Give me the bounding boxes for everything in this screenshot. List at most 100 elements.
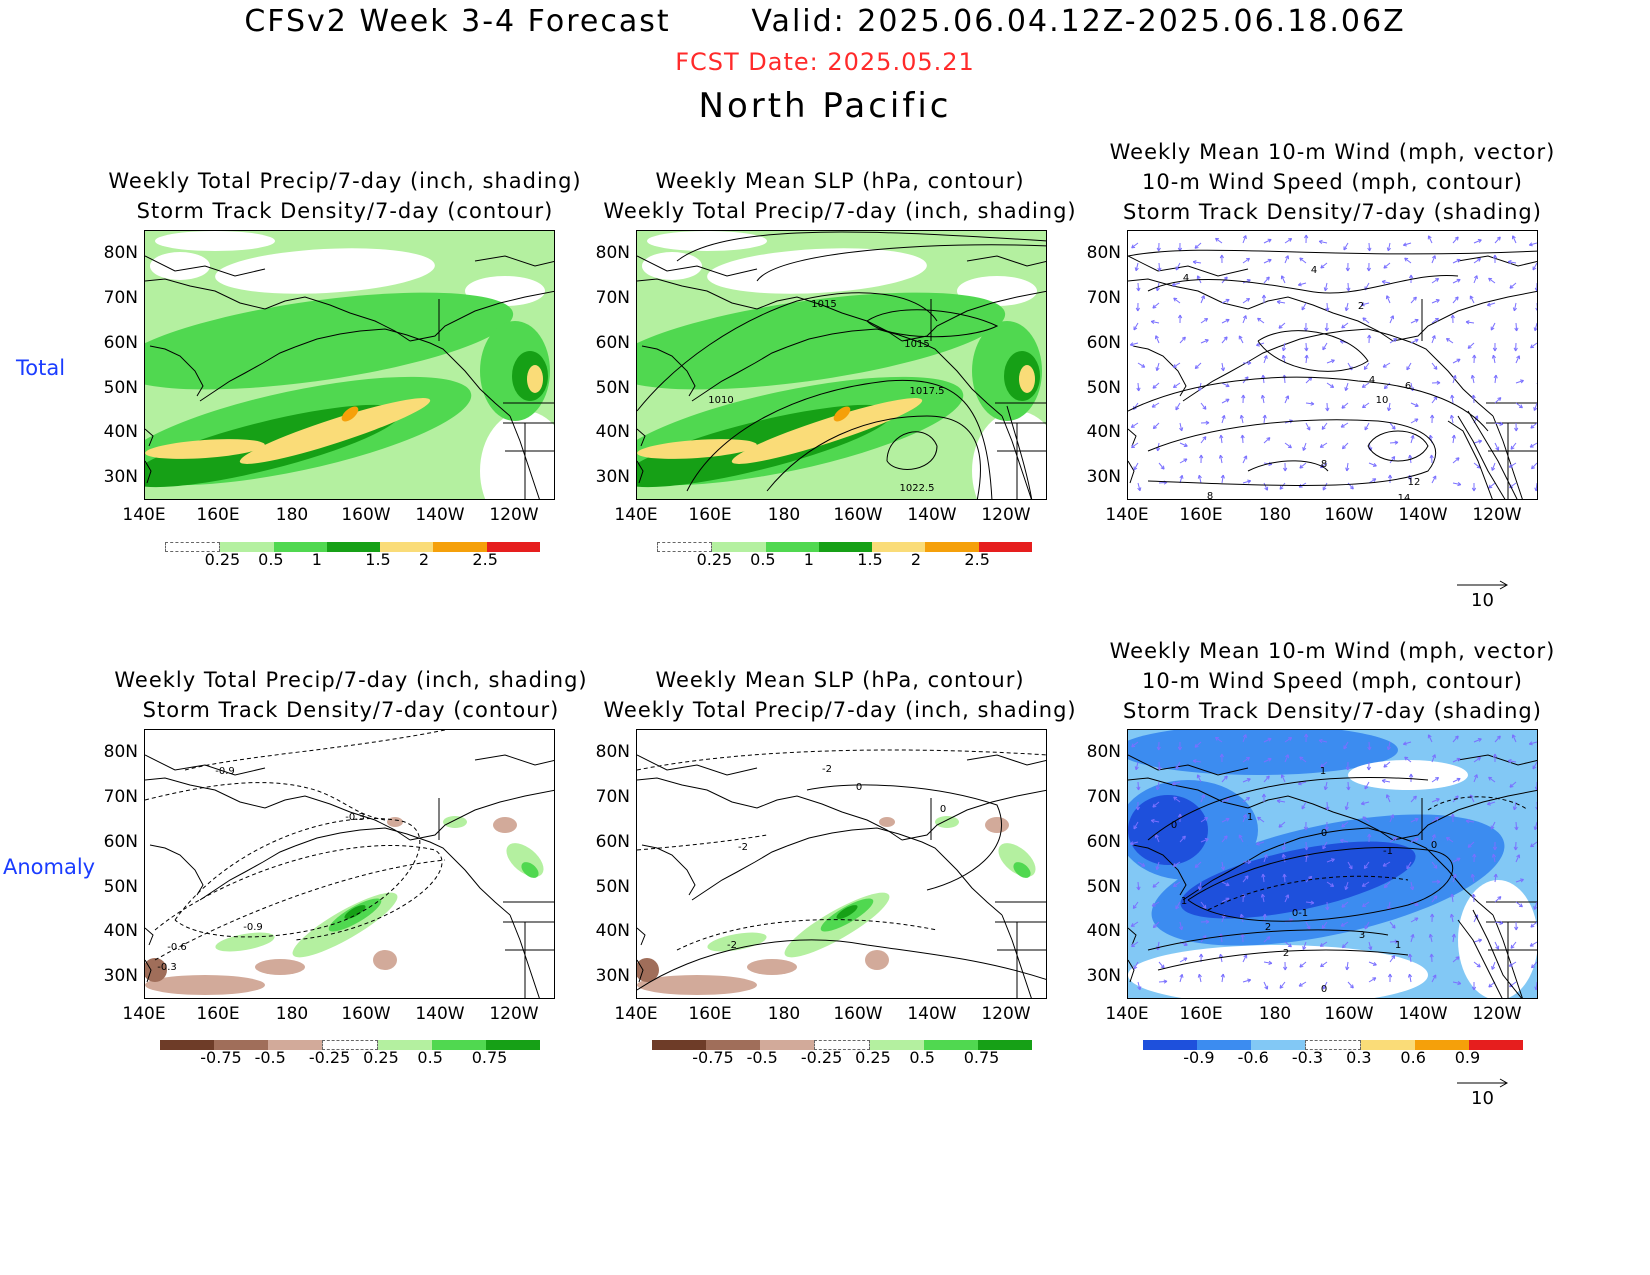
coastline bbox=[145, 255, 554, 499]
latitude-label: 50N bbox=[1086, 877, 1121, 897]
colorbar-swatch bbox=[1197, 1040, 1251, 1050]
colorbar-swatch bbox=[380, 542, 434, 552]
wind-anom-label: 1 bbox=[1320, 766, 1326, 777]
colorbar-swatch bbox=[1469, 1040, 1523, 1050]
latitude-label: 60N bbox=[1086, 333, 1121, 353]
longitude-label: 180 bbox=[275, 1004, 309, 1024]
latitude-label: 30N bbox=[1086, 467, 1121, 487]
shade-tan bbox=[637, 975, 757, 995]
slp-label: 1017.5 bbox=[910, 386, 945, 397]
colorbar-label: 0.5 bbox=[258, 550, 284, 569]
longitude-label: 140E bbox=[1105, 505, 1149, 525]
slp-anom-label: 0 bbox=[856, 782, 862, 793]
shade-light-green bbox=[215, 932, 275, 952]
latitude-label: 70N bbox=[103, 288, 138, 308]
colorbar-swatch bbox=[326, 542, 381, 552]
colorbar-swatch bbox=[765, 542, 819, 552]
colorbar-label: 2 bbox=[910, 550, 922, 569]
colorbar-label: 0.5 bbox=[750, 550, 776, 569]
longitude-label: 180 bbox=[767, 505, 801, 525]
shade-tan bbox=[255, 959, 305, 975]
shade-white bbox=[1348, 760, 1468, 790]
slp-label: 1015 bbox=[811, 299, 836, 310]
colorbar-total-precip-2 bbox=[657, 542, 1032, 552]
longitude-label: 140W bbox=[907, 1004, 957, 1024]
slp-label: 1022.5 bbox=[900, 483, 935, 494]
colorbar-swatch bbox=[818, 542, 873, 552]
panel-title-anom-precip: Weekly Total Precip/7-day (inch, shading… bbox=[114, 668, 588, 722]
wind-anom-label: -1 bbox=[1383, 846, 1393, 857]
latitude-label: 80N bbox=[1086, 742, 1121, 762]
colorbar-label: 0.75 bbox=[963, 1048, 1000, 1067]
longitude-label: 160E bbox=[1179, 1004, 1223, 1024]
colorbar-swatch bbox=[165, 542, 221, 552]
panel-title-total-precip: Weekly Total Precip/7-day (inch, shading… bbox=[108, 169, 582, 223]
contour-line bbox=[1187, 846, 1454, 922]
wind-anom-label: 0 bbox=[1171, 820, 1177, 831]
panel-title-total-slp: Weekly Mean SLP (hPa, contour) Weekly To… bbox=[603, 169, 1077, 223]
longitude-label: 120W bbox=[981, 1004, 1031, 1024]
wind-anom-label: 0 bbox=[1321, 828, 1327, 839]
shade-yellow bbox=[731, 398, 923, 464]
shade-tan bbox=[865, 950, 889, 970]
latitude-label: 50N bbox=[595, 378, 630, 398]
colorbar-label: 0.25 bbox=[855, 1048, 891, 1067]
colorbar-swatch bbox=[160, 1040, 214, 1050]
longitude-label: 180 bbox=[1258, 505, 1292, 525]
wind-speed-label: 12 bbox=[1408, 477, 1421, 488]
contour-line bbox=[1147, 777, 1429, 841]
colorbar-label: 2 bbox=[418, 550, 430, 569]
contour-line bbox=[1367, 430, 1429, 462]
latitude-label: 40N bbox=[103, 422, 138, 442]
colorbar-label: 0.9 bbox=[1454, 1048, 1481, 1067]
colorbar-swatch bbox=[706, 1040, 760, 1050]
contour-line bbox=[184, 730, 446, 771]
latitude-label: 30N bbox=[1086, 966, 1121, 986]
colorbar-label: -0.25 bbox=[800, 1048, 843, 1067]
latitude-label: 60N bbox=[103, 832, 138, 852]
shade-white bbox=[215, 248, 435, 294]
colorbar-anom-precip-2 bbox=[652, 1040, 1032, 1050]
vector-reference-arrow-anom bbox=[1457, 1078, 1509, 1088]
longitude-label: 160E bbox=[688, 505, 732, 525]
wind-anom-label: 0-1 bbox=[1292, 908, 1308, 919]
latitude-label: 50N bbox=[1086, 378, 1121, 398]
shade-light-green bbox=[935, 816, 959, 828]
colorbar-swatch bbox=[220, 542, 274, 552]
wind-speed-label: 4 bbox=[1311, 265, 1317, 276]
slp-label: 1010 bbox=[708, 395, 733, 406]
contour-line bbox=[1128, 376, 1489, 432]
longitude-label: 180 bbox=[1258, 1004, 1292, 1024]
latitude-label: 50N bbox=[595, 877, 630, 897]
colorbar-label: -0.75 bbox=[692, 1048, 734, 1067]
latitude-label: 60N bbox=[595, 333, 630, 353]
wind-anom-label: 1 bbox=[1395, 940, 1401, 951]
contour-line bbox=[1247, 460, 1329, 472]
shade-light-green bbox=[506, 843, 544, 877]
shade-tan bbox=[747, 959, 797, 975]
vector-reference-label-anom: 10 bbox=[1471, 1088, 1494, 1109]
longitude-label: 120W bbox=[981, 505, 1031, 525]
wind-speed-label: 4 bbox=[1183, 273, 1189, 284]
contour-line bbox=[676, 919, 938, 951]
colorbar-swatch bbox=[486, 542, 540, 552]
shade-tan bbox=[387, 817, 403, 827]
track-anom-label: -0.3 bbox=[157, 962, 177, 973]
contour-line bbox=[866, 309, 999, 338]
colorbar-swatch bbox=[814, 1040, 870, 1050]
shade-white bbox=[480, 411, 554, 499]
colorbar-label: 0.5 bbox=[417, 1048, 443, 1067]
colorbar-swatch bbox=[378, 1040, 432, 1050]
latitude-label: 40N bbox=[595, 921, 630, 941]
shade-brown bbox=[145, 958, 167, 982]
shade-yellow bbox=[527, 365, 543, 393]
longitude-label: 120W bbox=[489, 1004, 539, 1024]
colorbar-anom-precip-1 bbox=[160, 1040, 540, 1050]
contour-line bbox=[1457, 909, 1523, 998]
coastline bbox=[637, 754, 1046, 998]
colorbar-swatch bbox=[322, 1040, 378, 1050]
wind-anom-label: 1 bbox=[1247, 812, 1253, 823]
shade-tan bbox=[145, 975, 265, 995]
longitude-label: 180 bbox=[275, 505, 309, 525]
contour-line bbox=[637, 749, 1046, 771]
